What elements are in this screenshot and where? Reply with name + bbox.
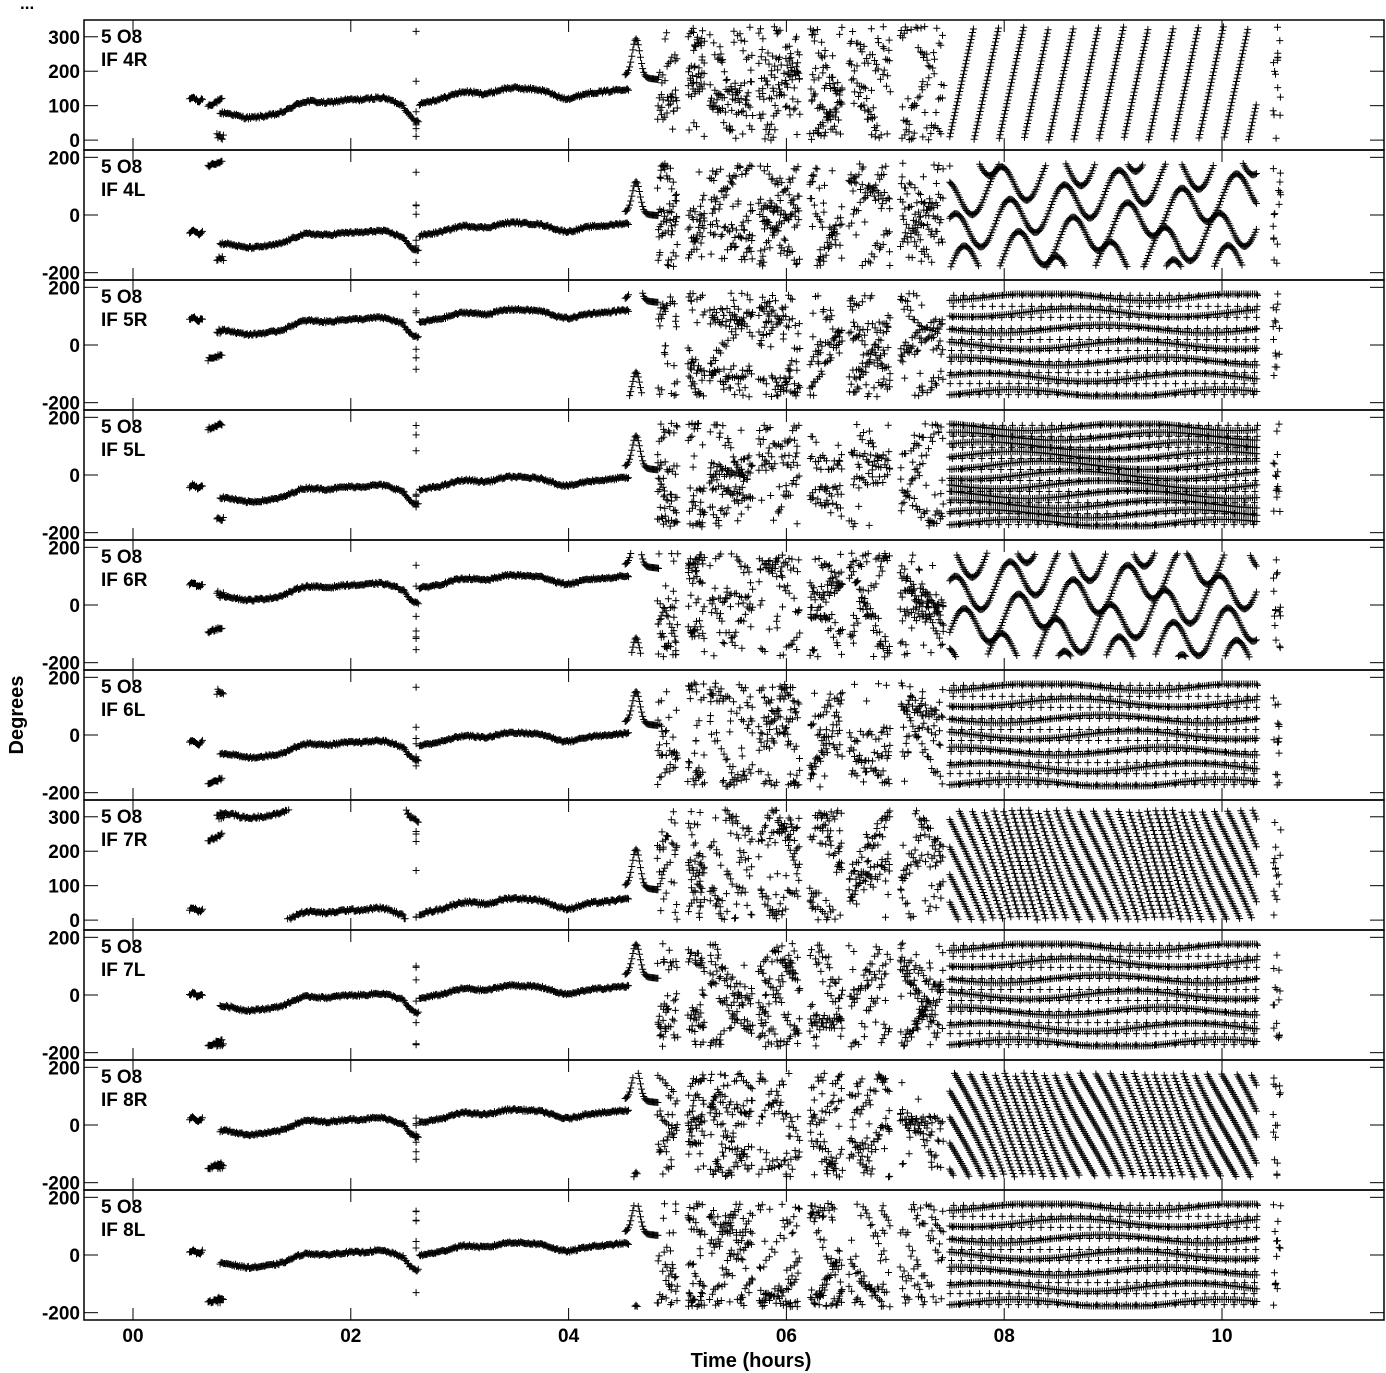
- phase-markers: [186, 157, 1285, 271]
- y-tick-label: 200: [48, 668, 80, 689]
- y-tick-label: -200: [42, 394, 80, 415]
- panel-if-label: IF 8L: [101, 1220, 146, 1241]
- y-tick-label: 200: [48, 278, 80, 299]
- panel-source-label: 5 O8: [101, 287, 142, 308]
- x-tick-label: 04: [558, 1326, 580, 1347]
- y-tick-label: 0: [69, 206, 80, 227]
- y-tick-label: 0: [69, 726, 80, 747]
- panel-if-label: IF 6R: [101, 570, 148, 591]
- y-tick-label: 200: [48, 1058, 80, 1079]
- y-tick-label: 200: [48, 928, 80, 949]
- y-tick-label: 200: [48, 408, 80, 429]
- panel-source-label: 5 O8: [101, 807, 142, 828]
- y-tick-label: 200: [48, 148, 80, 169]
- y-tick-label: -200: [42, 264, 80, 285]
- panel-if-label: IF 7L: [101, 960, 146, 981]
- panel-source-label: 5 O8: [101, 1067, 142, 1088]
- panel-source-label: 5 O8: [101, 1197, 142, 1218]
- panel-source-label: 5 O8: [101, 157, 142, 178]
- y-tick-label: -200: [42, 1044, 80, 1065]
- y-tick-label: 0: [69, 986, 80, 1007]
- x-tick-label: 08: [994, 1326, 1015, 1347]
- y-tick-label: 100: [48, 97, 80, 118]
- panel-source-label: 5 O8: [101, 937, 142, 958]
- phase-markers: [186, 806, 1285, 924]
- y-tick-label: 0: [69, 1116, 80, 1137]
- panel-if-label: IF 7R: [101, 830, 148, 851]
- y-tick-label: 0: [69, 1246, 80, 1267]
- y-tick-label: 200: [48, 62, 80, 83]
- y-tick-label: 0: [69, 596, 80, 617]
- y-axis-label: Degrees: [6, 676, 28, 755]
- x-axis-label: Time (hours): [691, 1350, 812, 1372]
- y-tick-label: 0: [69, 131, 80, 152]
- panel-source-label: 5 O8: [101, 417, 142, 438]
- panel-source-label: 5 O8: [101, 547, 142, 568]
- panel-frame: [83, 799, 1385, 931]
- phase-markers: [186, 549, 1284, 661]
- phase-markers: [186, 1069, 1284, 1181]
- panel-if-label: IF 4R: [101, 50, 148, 71]
- y-tick-label: -200: [42, 654, 80, 675]
- panel-if-label: IF 6L: [101, 700, 146, 721]
- x-tick-label: 02: [340, 1326, 361, 1347]
- y-tick-label: 200: [48, 538, 80, 559]
- phase-markers: [186, 23, 1284, 144]
- x-tick-label: 10: [1211, 1326, 1232, 1347]
- x-tick-label: 00: [122, 1326, 143, 1347]
- panel-if-label: IF 8R: [101, 1090, 148, 1111]
- panel-source-label: 5 O8: [101, 677, 142, 698]
- panel-if-label: IF 4L: [101, 180, 146, 201]
- y-tick-label: -200: [42, 784, 80, 805]
- y-tick-label: -200: [42, 1174, 80, 1195]
- phase-markers: [186, 419, 1284, 531]
- x-tick-label: 06: [776, 1326, 797, 1347]
- panel-source-label: 5 O8: [101, 27, 142, 48]
- phase-markers: [186, 289, 1283, 401]
- chart-header-text: ...: [20, 0, 34, 13]
- y-tick-label: 0: [69, 336, 80, 357]
- y-tick-label: -200: [42, 524, 80, 545]
- y-tick-label: 100: [48, 877, 80, 898]
- y-tick-label: 0: [69, 911, 80, 932]
- phase-markers: [186, 679, 1283, 791]
- panel-if-label: IF 5L: [101, 440, 146, 461]
- phase-markers: [186, 939, 1284, 1051]
- y-tick-label: 0: [69, 466, 80, 487]
- panel-if-label: IF 5R: [101, 310, 148, 331]
- y-tick-label: 300: [48, 808, 80, 829]
- y-tick-label: 300: [48, 28, 80, 49]
- y-tick-label: 200: [48, 842, 80, 863]
- x-axis-tick-labels: 00 02 04 06 08 10: [122, 1326, 1232, 1347]
- y-tick-label: -200: [42, 1304, 80, 1325]
- phase-markers: [186, 1200, 1285, 1311]
- y-tick-label: 200: [48, 1188, 80, 1209]
